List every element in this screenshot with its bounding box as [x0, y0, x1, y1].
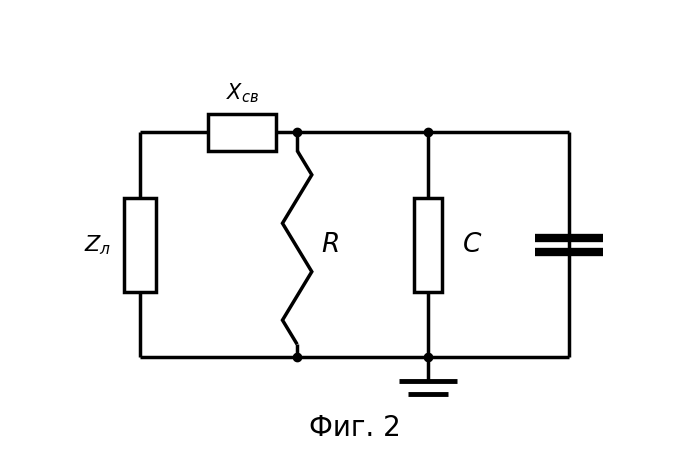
Text: $Z_{\mathit{л}}$: $Z_{\mathit{л}}$: [84, 233, 111, 256]
Text: Фиг. 2: Фиг. 2: [309, 414, 401, 442]
Bar: [208, 114, 276, 151]
Text: $C$: $C$: [462, 232, 482, 258]
Bar: [414, 198, 442, 292]
Text: $X_{\mathit{св}}$: $X_{\mathit{св}}$: [226, 81, 259, 105]
Bar: [124, 198, 156, 292]
Text: $R$: $R$: [321, 232, 338, 258]
